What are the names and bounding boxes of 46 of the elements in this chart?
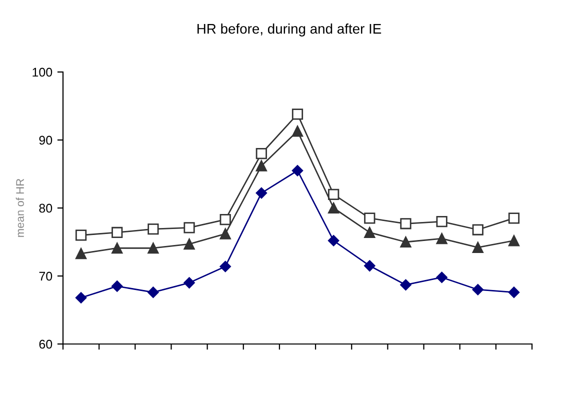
y-tick-label: 80 xyxy=(39,204,52,213)
point xyxy=(436,272,448,283)
point xyxy=(256,160,267,172)
point xyxy=(292,164,304,176)
point xyxy=(256,187,268,199)
point xyxy=(292,126,304,137)
point xyxy=(328,188,340,200)
point xyxy=(436,216,448,228)
point xyxy=(328,202,340,214)
y-tick-label: 70 xyxy=(39,272,52,281)
point xyxy=(508,212,520,224)
point xyxy=(472,284,484,296)
point xyxy=(220,260,231,272)
point xyxy=(400,279,412,290)
y-tick-label: 90 xyxy=(39,136,52,145)
point xyxy=(400,236,412,248)
point xyxy=(75,248,87,260)
point xyxy=(508,235,520,246)
point xyxy=(112,226,123,238)
point xyxy=(400,218,412,230)
point xyxy=(292,108,304,120)
point xyxy=(148,224,159,235)
point xyxy=(364,226,376,238)
point xyxy=(364,212,376,224)
point xyxy=(112,242,123,254)
point xyxy=(184,277,195,288)
point xyxy=(184,238,195,250)
point xyxy=(364,260,376,272)
point xyxy=(75,292,87,304)
y-axis-title: mean of HR xyxy=(16,178,24,237)
chart-title: HR before, during and after IE xyxy=(198,24,382,36)
point xyxy=(112,280,123,292)
y-tick-label: 60 xyxy=(39,340,52,349)
point xyxy=(508,286,520,298)
point xyxy=(220,214,231,226)
point xyxy=(148,242,159,254)
point xyxy=(256,148,267,160)
point xyxy=(328,235,340,246)
point xyxy=(184,222,195,234)
point xyxy=(75,230,87,241)
point xyxy=(148,286,159,298)
point xyxy=(436,233,448,244)
y-tick-label: 100 xyxy=(32,68,52,77)
point xyxy=(220,228,231,240)
point xyxy=(472,224,484,236)
point xyxy=(472,242,484,253)
